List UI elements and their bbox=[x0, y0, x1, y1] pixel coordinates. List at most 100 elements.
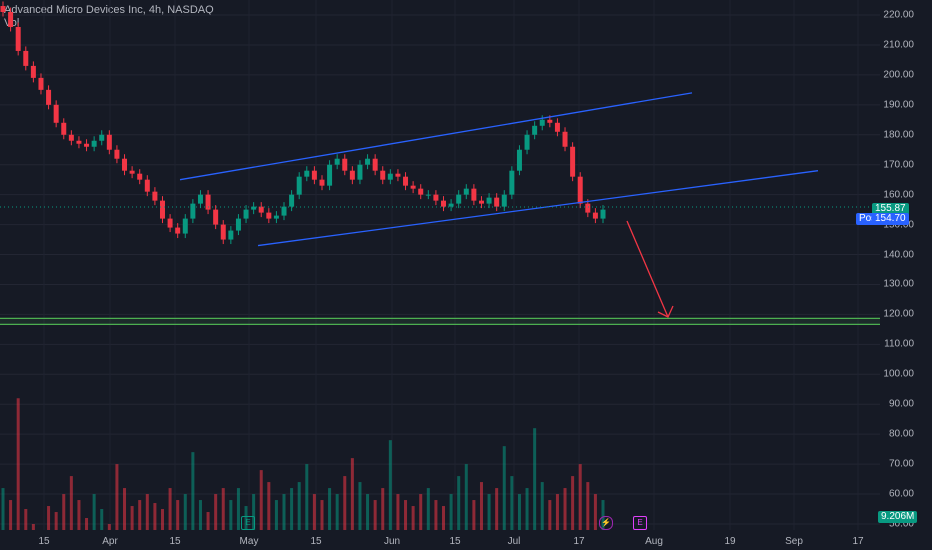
candle-body bbox=[524, 134, 530, 150]
candle-body bbox=[600, 209, 606, 219]
candle-body bbox=[8, 12, 14, 27]
candle-body bbox=[410, 185, 416, 189]
volume-bar bbox=[540, 482, 544, 530]
candle-body bbox=[357, 164, 363, 180]
candle-body bbox=[463, 188, 469, 195]
volume-bar bbox=[320, 500, 324, 530]
earnings-marker-icon[interactable]: E bbox=[633, 516, 647, 530]
volume-bar bbox=[100, 509, 104, 530]
candle-body bbox=[311, 170, 317, 180]
volume-bar bbox=[259, 470, 263, 530]
candle-body bbox=[418, 188, 424, 195]
candle-body bbox=[532, 125, 538, 135]
candle-body bbox=[471, 188, 477, 201]
candle-body bbox=[273, 215, 279, 219]
candle-body bbox=[182, 218, 188, 234]
candle-body bbox=[175, 227, 181, 234]
candle-body bbox=[106, 134, 112, 150]
volume-bar bbox=[396, 494, 400, 530]
candle-body bbox=[365, 158, 371, 165]
candle-body bbox=[433, 194, 439, 201]
volume-bar bbox=[517, 494, 521, 530]
candle-body bbox=[448, 203, 454, 207]
earnings-marker-icon[interactable]: E bbox=[241, 516, 255, 530]
volume-bar bbox=[1, 488, 5, 530]
candle-body bbox=[159, 200, 165, 219]
candle-body bbox=[61, 122, 67, 135]
candle-body bbox=[266, 212, 272, 219]
volume-bar bbox=[571, 476, 575, 530]
volume-bar bbox=[578, 464, 582, 530]
support-zone bbox=[0, 318, 880, 325]
price-tick-label: 190.00 bbox=[883, 99, 914, 111]
candle-body bbox=[99, 134, 105, 141]
volume-bar bbox=[69, 476, 73, 530]
volume-bar bbox=[464, 464, 468, 530]
candle-body bbox=[395, 173, 401, 177]
volume-bar bbox=[495, 488, 499, 530]
last-price-badge: 155.87 bbox=[872, 203, 909, 215]
candle-body bbox=[539, 119, 545, 126]
volume-bar bbox=[183, 494, 187, 530]
volume-bar bbox=[442, 506, 446, 530]
candle-body bbox=[441, 200, 447, 207]
candle-body bbox=[38, 77, 44, 90]
candle-body bbox=[84, 143, 90, 147]
volume-bar bbox=[555, 494, 559, 530]
time-tick-label: 15 bbox=[38, 536, 50, 547]
candle-body bbox=[349, 170, 355, 180]
price-tick-label: 210.00 bbox=[883, 39, 914, 51]
volume-bar bbox=[252, 494, 256, 530]
time-tick-label: 15 bbox=[310, 536, 322, 547]
candle-body bbox=[327, 164, 333, 186]
volume-bar bbox=[160, 509, 164, 530]
channel-upper-line bbox=[179, 92, 693, 181]
candle-body bbox=[197, 194, 203, 204]
candle-body bbox=[122, 158, 128, 171]
volume-bar bbox=[350, 458, 354, 530]
volume-bar bbox=[24, 509, 28, 530]
volume-value-badge: 9.206M bbox=[878, 511, 918, 523]
candle-body bbox=[494, 197, 500, 207]
candle-body bbox=[23, 50, 29, 66]
candle-body bbox=[372, 158, 378, 171]
candle-body bbox=[0, 6, 6, 13]
volume-bar bbox=[92, 494, 96, 530]
candle-body bbox=[235, 218, 241, 231]
price-tick-label: 70.00 bbox=[888, 458, 914, 470]
volume-bar bbox=[145, 494, 149, 530]
volume-bar bbox=[16, 398, 20, 530]
volume-bar bbox=[214, 494, 218, 530]
volume-bar bbox=[282, 494, 286, 530]
volume-bar bbox=[31, 524, 35, 530]
candle-body bbox=[342, 158, 348, 171]
volume-bar bbox=[9, 500, 13, 530]
volume-bar bbox=[593, 494, 597, 530]
time-tick-label: 19 bbox=[724, 536, 736, 547]
volume-bar bbox=[244, 506, 248, 530]
candle-body bbox=[296, 176, 302, 195]
projection-arrow-head bbox=[657, 305, 674, 318]
candle-body bbox=[501, 194, 507, 207]
channel-lower-line bbox=[257, 170, 819, 247]
time-tick-label: Aug bbox=[645, 536, 663, 547]
dividend-flash-icon[interactable]: ⚡ bbox=[599, 516, 613, 530]
candle-body bbox=[258, 206, 264, 213]
volume-bar bbox=[198, 500, 202, 530]
volume-bar bbox=[138, 500, 142, 530]
price-tick-label: 200.00 bbox=[883, 69, 914, 81]
candle-body bbox=[562, 131, 568, 147]
volume-bar bbox=[130, 506, 134, 530]
volume-bar bbox=[533, 428, 537, 530]
volume-bar bbox=[502, 446, 506, 530]
candle-body bbox=[281, 206, 287, 216]
volume-bar bbox=[404, 500, 408, 530]
candle-body bbox=[486, 197, 492, 204]
volume-bar bbox=[290, 488, 294, 530]
price-tick-label: 220.00 bbox=[883, 9, 914, 21]
candle-body bbox=[585, 203, 591, 213]
volume-bar bbox=[449, 494, 453, 530]
candle-body bbox=[304, 170, 310, 177]
price-tick-label: 100.00 bbox=[883, 368, 914, 380]
